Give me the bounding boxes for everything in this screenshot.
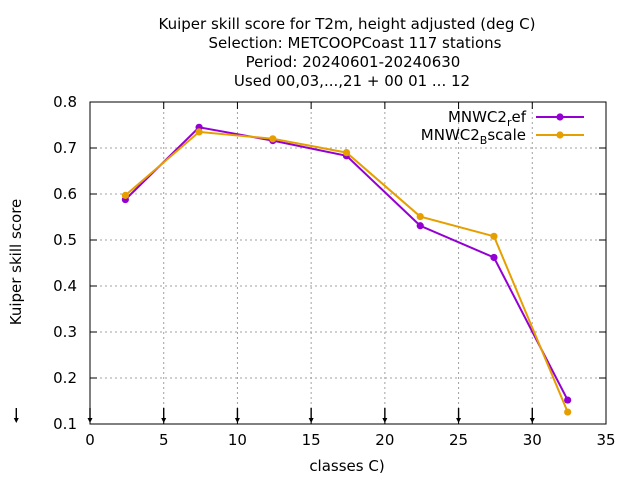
y-tick-label: 0.7 [53, 139, 77, 157]
data-point [490, 253, 498, 262]
y-tick-label: 0.4 [53, 277, 77, 295]
data-series [121, 123, 572, 416]
data-point [416, 212, 424, 221]
arrow-marker-head [13, 418, 19, 423]
data-point [490, 232, 498, 240]
legend-point [556, 131, 564, 139]
y-tick-label: 0.8 [53, 93, 77, 111]
arrow-marker-head [161, 418, 167, 423]
x-tick-label: 25 [449, 431, 468, 449]
arrow-marker-head [234, 418, 240, 423]
y-tick-label: 0.3 [53, 323, 77, 341]
arrow-marker-head [308, 418, 314, 423]
y-tick-label: 0.1 [53, 415, 77, 433]
x-tick-label: 5 [159, 431, 169, 449]
data-point [342, 149, 351, 157]
y-tick-label: 0.5 [53, 231, 77, 249]
data-point [121, 191, 129, 199]
title-line: Kuiper skill score for T2m, height adjus… [159, 15, 536, 33]
data-point [269, 135, 277, 143]
series-line-mnwc2_ref [124, 126, 569, 401]
y-tick-label: 0.6 [53, 185, 77, 203]
arrow-marker-head [456, 418, 462, 423]
axes: 0.1 0.2 0.3 0.4 0.5 0.6 0.7 0.8 0 5 10 15 20 25 30 35 [53, 93, 615, 449]
title-line: Used 00,03,...,21 + 00 01 ... 12 [234, 72, 470, 90]
x-tick-label: 0 [85, 431, 95, 449]
x-tick-label: 35 [596, 431, 615, 449]
x-axis-label: classes C) [309, 457, 384, 475]
x-tick-label: 30 [523, 431, 542, 449]
data-point [564, 408, 572, 416]
chart-title: Kuiper skill score for T2m, height adjus… [159, 15, 536, 90]
legend-label: MNWC2Bscale [421, 126, 526, 147]
y-axis-label: Kuiper skill score [7, 199, 25, 326]
x-tick-label: 15 [302, 431, 321, 449]
data-point [416, 222, 424, 230]
arrow-marker-head [87, 418, 93, 423]
data-point [564, 396, 572, 404]
arrow-marker-head [382, 418, 388, 423]
title-line: Selection: METCOOPCoast 117 stations [209, 34, 502, 52]
x-tick-label: 10 [228, 431, 247, 449]
bottom-arrow-markers [13, 408, 535, 423]
data-point [195, 128, 203, 136]
title-line: Period: 20240601-20240630 [246, 53, 461, 71]
x-tick-label: 20 [375, 431, 394, 449]
plot-border [89, 101, 607, 425]
grid-lines [90, 102, 606, 424]
legend-point [556, 113, 564, 121]
legend-label: MNWC2ref [448, 108, 527, 129]
y-tick-label: 0.2 [53, 369, 77, 387]
arrow-marker-head [529, 418, 535, 423]
